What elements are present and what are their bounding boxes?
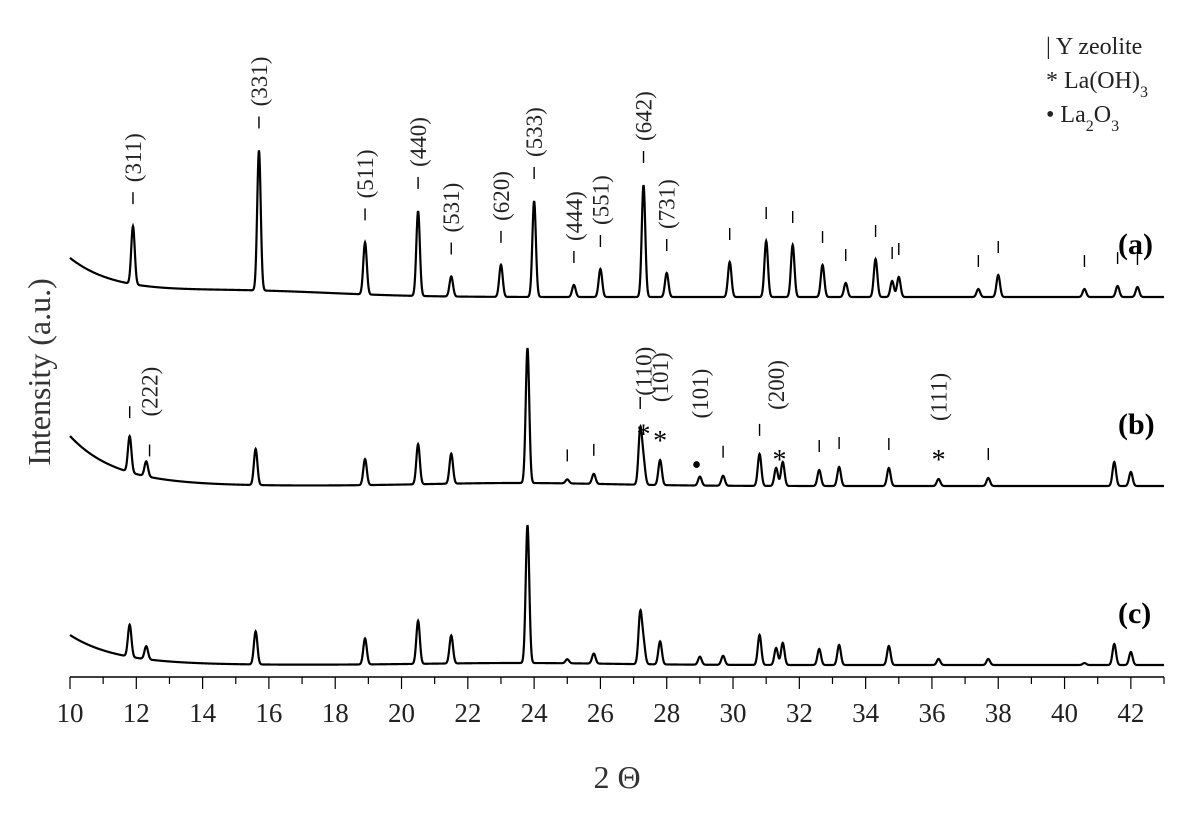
trace-c [69, 524, 1164, 667]
x-tick-label: 10 [57, 698, 84, 728]
x-tick-labels: 10 12 14 16 18 20 22 24 26 28 30 32 34 36 38 40 42 [57, 698, 1145, 728]
legend-entry: * La(OH)3 [1046, 68, 1148, 101]
traces-layer [69, 150, 1164, 667]
miller-index-label: (620) [489, 171, 514, 221]
phase-marker: • [692, 450, 702, 481]
series-labels: (a) (b) (c) [1118, 228, 1155, 630]
miller-index-label: (222) [138, 367, 163, 417]
miller-index-label: (331) [247, 57, 272, 107]
phase-marker: * [653, 426, 667, 457]
miller-index-label: (533) [522, 107, 547, 157]
phase-marker: * [932, 445, 946, 476]
markers-layer: (311) (331) (511) (440) (531) (620) (533) (444)… [121, 57, 1139, 481]
miller-index-label: (111) [927, 373, 952, 421]
x-tick-label: 14 [189, 698, 217, 728]
x-tick-label: 16 [255, 698, 282, 728]
x-tick-label: 34 [852, 698, 880, 728]
x-tick-label: 42 [1117, 698, 1144, 728]
x-axis-label: 2 Θ [593, 759, 640, 795]
legend-entry: | Y zeolite [1046, 34, 1142, 60]
phase-marker: * [772, 445, 786, 476]
series-label: (a) [1118, 228, 1153, 261]
miller-index-label: (444) [562, 191, 587, 241]
x-tick-label: 12 [123, 698, 150, 728]
series-label: (b) [1118, 408, 1155, 441]
miller-index-label: (110) [632, 347, 657, 396]
x-tick-label: 32 [786, 698, 813, 728]
x-tick-label: 30 [720, 698, 747, 728]
x-tick-label: 26 [587, 698, 614, 728]
legend: | Y zeolite * La(OH)3• La2O3 [1046, 34, 1148, 135]
miller-index-label: (731) [655, 179, 680, 229]
legend-entry: • La2O3 [1046, 102, 1119, 135]
x-axis [69, 676, 1165, 689]
miller-index-label: (440) [406, 117, 431, 167]
x-tick-label: 18 [322, 698, 349, 728]
miller-index-label: (511) [353, 149, 378, 198]
x-tick-label: 20 [388, 698, 415, 728]
trace-b [69, 347, 1164, 488]
y-axis-label: Intensity (a.u.) [21, 278, 57, 466]
trace-a [69, 150, 1164, 299]
phase-marker: * [637, 420, 651, 451]
x-tick-label: 24 [521, 698, 549, 728]
miller-index-label: (642) [632, 91, 657, 141]
miller-index-label: (551) [588, 175, 613, 225]
miller-index-label: (101) [688, 369, 713, 419]
miller-index-label: (200) [764, 360, 789, 410]
series-label: (c) [1118, 597, 1151, 630]
miller-index-label: (531) [439, 183, 464, 233]
x-tick-label: 40 [1051, 698, 1078, 728]
miller-index-label: (101) [648, 352, 673, 402]
miller-index-label: (311) [121, 133, 146, 182]
x-tick-label: 22 [454, 698, 481, 728]
x-tick-label: 36 [918, 698, 945, 728]
x-tick-label: 28 [653, 698, 680, 728]
x-tick-label: 38 [985, 698, 1012, 728]
